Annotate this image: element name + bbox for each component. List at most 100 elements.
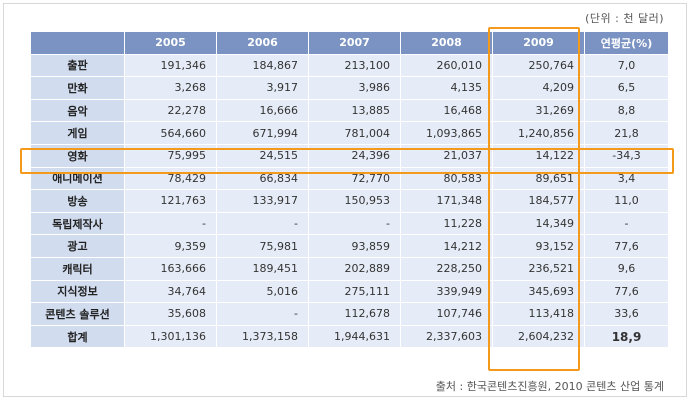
- table-cell: 31,269: [492, 98, 585, 123]
- table-row: 방송 121,763 133,917 150,953 171,348 184,577 11,…: [30, 189, 669, 213]
- table-row: 출판 191,346 184,867 213,100 260,010 250,764 7,0: [30, 53, 669, 78]
- table-cell: 107,746: [400, 302, 493, 326]
- table-cell: 1,944,631: [308, 324, 401, 349]
- table-cell: 113,418: [492, 302, 585, 326]
- table-row: 음악 22,278 16,666 13,885 16,468 31,269 8,8: [30, 98, 669, 123]
- table-cell: 78,429: [124, 166, 217, 191]
- table-row: 캐릭터 163,666 189,451 202,889 228,250 236,521 9,…: [30, 256, 669, 281]
- table-cell: 184,867: [216, 53, 309, 78]
- table-cell: -: [216, 302, 309, 326]
- table-cell: 564,660: [124, 121, 217, 145]
- table-cell: 133,917: [216, 189, 309, 213]
- column-header: 2005: [124, 31, 217, 55]
- row-label: 콘텐츠 솔루션: [30, 302, 125, 326]
- table-cell: 260,010: [400, 53, 493, 78]
- row-label: 애니메이션: [30, 166, 125, 191]
- row-label: 지식정보: [30, 279, 125, 304]
- row-label: 영화: [30, 143, 125, 168]
- table-cell: 1,093,865: [400, 121, 493, 145]
- table-cell: -34,3: [584, 143, 669, 168]
- table-cell: 16,468: [400, 98, 493, 123]
- table-cell: 11,0: [584, 189, 669, 213]
- table-cell: -: [308, 211, 401, 236]
- table-cell: 4,209: [492, 76, 585, 100]
- table-cell: 3,4: [584, 166, 669, 191]
- table-cell: 202,889: [308, 256, 401, 281]
- table-cell: 75,995: [124, 143, 217, 168]
- table-cell: 7,0: [584, 53, 669, 78]
- row-label: 만화: [30, 76, 125, 100]
- table-cell: 77,6: [584, 234, 669, 258]
- header-row: 2005 2006 2007 2008 2009 연평균(%): [30, 31, 669, 55]
- table-cell: 781,004: [308, 121, 401, 145]
- table-cell: 121,763: [124, 189, 217, 213]
- row-label: 출판: [30, 53, 125, 78]
- table-cell: 228,250: [400, 256, 493, 281]
- content-industry-table: 2005 2006 2007 2008 2009 연평균(%) 출판 191,346 184,…: [30, 31, 669, 349]
- row-label: 게임: [30, 121, 125, 145]
- table-cell: 14,349: [492, 211, 585, 236]
- table-cell: 66,834: [216, 166, 309, 191]
- table-cell: 6,5: [584, 76, 669, 100]
- table-cell: 22,278: [124, 98, 217, 123]
- table-cell: 8,8: [584, 98, 669, 123]
- table-row: 영화 75,995 24,515 24,396 21,037 14,122 -34,3: [30, 143, 669, 168]
- table-cell: 16,666: [216, 98, 309, 123]
- table-cell: 2,337,603: [400, 324, 493, 349]
- table-cell: 75,981: [216, 234, 309, 258]
- row-label: 합계: [30, 324, 125, 349]
- column-header: 2008: [400, 31, 493, 55]
- table-cell: 671,994: [216, 121, 309, 145]
- column-header: 2006: [216, 31, 309, 55]
- table-body: 출판 191,346 184,867 213,100 260,010 250,764 7,0…: [30, 53, 669, 349]
- table-cell: 9,359: [124, 234, 217, 258]
- table-cell: 11,228: [400, 211, 493, 236]
- table-cell: 72,770: [308, 166, 401, 191]
- table-cell: 93,859: [308, 234, 401, 258]
- table-cell: 33,6: [584, 302, 669, 326]
- table-cell: 171,348: [400, 189, 493, 213]
- table-cell: 213,100: [308, 53, 401, 78]
- table-cell: 5,016: [216, 279, 309, 304]
- table-cell: 3,917: [216, 76, 309, 100]
- table-cell: 14,212: [400, 234, 493, 258]
- row-label: 캐릭터: [30, 256, 125, 281]
- table-cell: 1,240,856: [492, 121, 585, 145]
- table-cell: 250,764: [492, 53, 585, 78]
- row-label: 방송: [30, 189, 125, 213]
- table-cell: 24,515: [216, 143, 309, 168]
- header-corner: [30, 31, 125, 55]
- table-row: 독립제작사 - - -11,228 14,349-: [30, 211, 669, 236]
- table-cell: 9,6: [584, 256, 669, 281]
- row-label: 독립제작사: [30, 211, 125, 236]
- table-cell: 89,651: [492, 166, 585, 191]
- table-cell: 1,373,158: [216, 324, 309, 349]
- table-cell: 1,301,136: [124, 324, 217, 349]
- table-cell: -: [584, 211, 669, 236]
- row-label: 음악: [30, 98, 125, 123]
- table-cell: 21,8: [584, 121, 669, 145]
- table-cell: 345,693: [492, 279, 585, 304]
- table-cell: 191,346: [124, 53, 217, 78]
- table-cell: 13,885: [308, 98, 401, 123]
- table-cell: 80,583: [400, 166, 493, 191]
- table-row: 만화 3,268 3,917 3,986 4,135 4,209 6,5: [30, 76, 669, 100]
- table-cell: 189,451: [216, 256, 309, 281]
- table-cell: 236,521: [492, 256, 585, 281]
- table-cell: 4,135: [400, 76, 493, 100]
- source-note: 출처 : 한국콘텐츠진흥원, 2010 콘텐츠 산업 통계: [435, 380, 664, 393]
- table-cell: 35,608: [124, 302, 217, 326]
- table-cell: 93,152: [492, 234, 585, 258]
- table-cell: 14,122: [492, 143, 585, 168]
- table-row: 콘텐츠 솔루션 35,608-112,678 107,746 113,418 33,6: [30, 302, 669, 326]
- table-row: 지식정보 34,764 5,016 275,111 339,949 345,693 77,6: [30, 279, 669, 304]
- column-header: 연평균(%): [584, 31, 669, 55]
- table-cell: -: [216, 211, 309, 236]
- table-cell: 24,396: [308, 143, 401, 168]
- column-header: 2009: [492, 31, 585, 55]
- table-cell: 77,6: [584, 279, 669, 304]
- table-cell: 150,953: [308, 189, 401, 213]
- table-row: 애니메이션 78,429 66,834 72,770 80,583 89,651 3,4: [30, 166, 669, 191]
- table-cell: 34,764: [124, 279, 217, 304]
- table-cell: 3,986: [308, 76, 401, 100]
